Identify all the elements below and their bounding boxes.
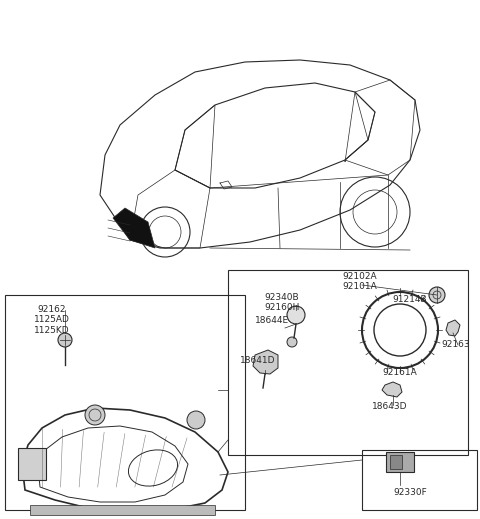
Polygon shape — [382, 382, 402, 397]
Text: 91214B: 91214B — [393, 295, 427, 304]
Text: 18641D: 18641D — [240, 356, 276, 365]
Polygon shape — [446, 320, 460, 336]
Text: 92163: 92163 — [442, 340, 470, 349]
Bar — [390, 455, 402, 469]
Text: 92162
1125AD
1125KD: 92162 1125AD 1125KD — [34, 305, 70, 335]
Polygon shape — [253, 350, 278, 374]
Text: 18643D: 18643D — [372, 402, 408, 411]
Bar — [386, 452, 414, 472]
Circle shape — [85, 405, 105, 425]
Circle shape — [287, 337, 297, 347]
Polygon shape — [113, 208, 155, 248]
Circle shape — [58, 333, 72, 347]
Circle shape — [187, 411, 205, 429]
Bar — [18, 448, 46, 480]
Text: 92340B
92160H: 92340B 92160H — [264, 293, 300, 312]
Bar — [30, 505, 215, 515]
Text: 92161A: 92161A — [383, 368, 418, 377]
Circle shape — [287, 306, 305, 324]
Text: 92330F: 92330F — [393, 488, 427, 497]
Bar — [362, 450, 477, 510]
Text: 18644E: 18644E — [255, 316, 289, 325]
Bar — [228, 270, 468, 455]
Bar — [5, 295, 245, 510]
Circle shape — [429, 287, 445, 303]
Text: 92102A
92101A: 92102A 92101A — [343, 272, 377, 291]
